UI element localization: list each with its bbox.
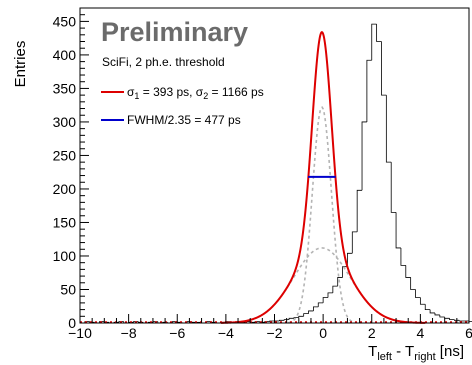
preliminary-label: Preliminary (101, 17, 248, 47)
histogram-bin (454, 319, 460, 321)
histogram-bin (298, 315, 304, 318)
histogram-bin (381, 41, 387, 96)
histogram-bin (89, 321, 95, 323)
histogram-bin (371, 23, 377, 61)
histogram-bin (361, 121, 367, 191)
x-tick-label: 2 (368, 325, 376, 341)
histogram-bin (118, 321, 124, 323)
histogram-bin (415, 289, 421, 298)
histogram-bin (400, 247, 406, 266)
y-tick-label: 450 (53, 13, 77, 29)
histogram-bin (458, 320, 465, 322)
histogram-bin (439, 314, 445, 318)
histogram-bin (410, 277, 416, 290)
x-tick-label: 4 (416, 325, 424, 341)
histogram-bin (288, 317, 294, 320)
y-tick-label: 350 (53, 80, 77, 96)
histogram-bin (278, 319, 285, 321)
histogram-bin (322, 297, 328, 303)
x-tick-label: −10 (68, 325, 92, 341)
x-axis-ticks: −10 −8 −6 −4 −2 0 2 4 6 (68, 314, 472, 341)
histogram-bin (283, 319, 290, 321)
histogram-bin (351, 231, 358, 254)
histogram-bin (332, 285, 338, 293)
fit-total-layer (220, 31, 426, 324)
y-tick-label: 300 (53, 114, 77, 130)
y-tick-label: 400 (53, 47, 77, 63)
histogram-bin (327, 292, 333, 298)
histogram-bin (419, 297, 426, 305)
y-axis-title: Entries (12, 41, 29, 88)
histogram-bin (434, 312, 440, 316)
histogram-bin (366, 59, 372, 122)
histogram-bin (317, 302, 324, 307)
y-tick-label: 200 (53, 181, 77, 197)
fit-component-narrow (287, 106, 357, 324)
histogram-bin (390, 162, 397, 213)
histogram-bin (259, 321, 265, 323)
y-tick-label: 0 (68, 315, 76, 331)
histogram-bin (449, 318, 455, 321)
x-tick-label: −2 (267, 325, 283, 341)
legend-fit-label: σ1 = 393 ps, σ2 = 1166 ps (127, 85, 264, 101)
histogram-bin (385, 95, 392, 163)
histogram-bin (424, 304, 431, 310)
x-tick-label: 0 (319, 325, 327, 341)
y-tick-label: 100 (53, 248, 77, 264)
histogram-bin (308, 310, 314, 314)
fit-component-wide (228, 247, 415, 324)
x-tick-label: −4 (218, 325, 234, 341)
histogram-bin (293, 317, 299, 319)
histogram-bin (303, 313, 309, 317)
legend-fwhm-label: FWHM/2.35 = 477 ps (127, 113, 241, 127)
x-tick-label: −8 (121, 325, 137, 341)
y-tick-label: 250 (53, 147, 77, 163)
x-tick-label: −6 (169, 325, 185, 341)
histogram-bin (313, 306, 319, 311)
description-label: SciFi, 2 ph.e. threshold (102, 55, 225, 69)
histogram-bin (356, 189, 363, 232)
histogram-bin (264, 321, 270, 323)
histogram-bin (342, 266, 348, 278)
histogram-bin (405, 265, 411, 278)
x-tick-label: 6 (465, 325, 472, 341)
y-axis-ticks: 0 50 100 150 200 250 300 350 400 450 (53, 7, 89, 331)
y-tick-label: 150 (53, 214, 77, 230)
x-axis-title: Tleft - Tright [ns] (368, 343, 464, 363)
histogram-bin (376, 24, 382, 42)
histogram-bin (337, 277, 343, 287)
histogram-bin (444, 316, 450, 319)
fit-total-curve (220, 31, 426, 324)
histogram-bin (347, 252, 353, 267)
histogram-bin (269, 320, 275, 322)
y-tick-label: 50 (60, 281, 76, 297)
histogram-bin (429, 309, 435, 314)
histogram-bin (395, 212, 401, 249)
